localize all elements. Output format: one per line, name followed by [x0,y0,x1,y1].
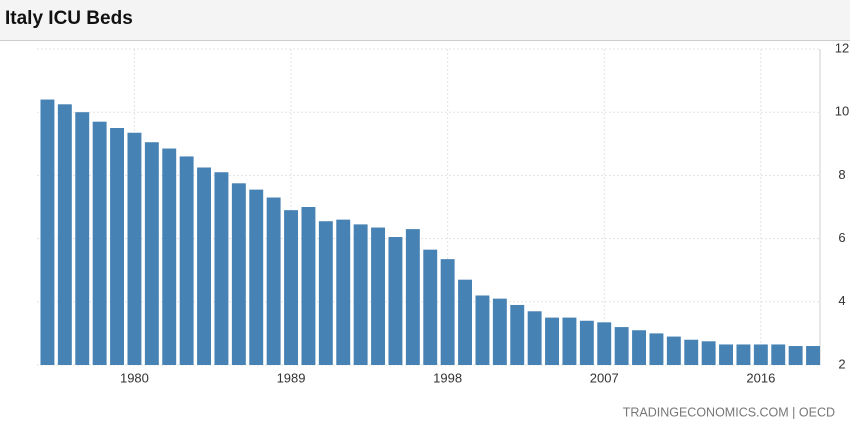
bar [318,221,333,365]
bar [719,344,733,365]
bar [371,227,385,365]
bar [353,224,368,365]
bar [162,148,177,365]
bar [57,104,72,366]
bar [492,298,507,365]
bar [475,295,490,365]
y-tick-label: 6 [838,230,845,245]
bar [301,207,316,365]
y-tick-label: 8 [838,167,845,182]
bar [614,327,629,365]
bar [231,183,246,365]
bar [684,339,699,365]
y-tick-label: 2 [838,356,845,371]
bar [788,346,803,365]
y-tick-label: 10 [835,104,849,119]
bar [510,304,525,365]
bar [214,172,229,365]
x-tick-label: 1998 [433,370,462,385]
bar [440,259,455,365]
chart-title: Italy ICU Beds [5,8,133,29]
bar [266,197,281,365]
bar [423,249,438,365]
x-tick-label: 1980 [120,370,149,385]
bar [110,128,124,365]
bar [458,279,472,365]
bar [753,344,768,365]
bar [545,317,559,365]
bar [336,219,351,365]
bar [736,344,751,365]
bar [388,237,403,365]
bar [40,99,55,365]
bar [527,311,542,365]
bar [579,320,594,365]
y-tick-label: 4 [838,293,845,308]
bar [284,210,298,365]
bar [771,344,786,365]
bar [405,229,420,365]
title-bar [0,0,850,40]
bar [249,189,264,365]
bar [179,156,194,365]
bar [562,317,577,365]
bar [649,333,664,365]
bar [701,341,716,365]
bar [632,330,646,365]
bar [127,132,142,365]
y-tick-label: 12 [835,40,849,55]
bar [144,142,159,365]
bar [197,167,211,365]
bar [75,112,90,365]
source: TRADINGECONOMICS.COM | OECD [623,405,835,419]
bar [666,336,681,365]
x-tick-label: 1989 [277,370,306,385]
bar [806,346,820,365]
bar [92,121,107,366]
bar [597,322,612,365]
x-tick-label: 2007 [590,370,619,385]
x-tick-label: 2016 [746,370,775,385]
